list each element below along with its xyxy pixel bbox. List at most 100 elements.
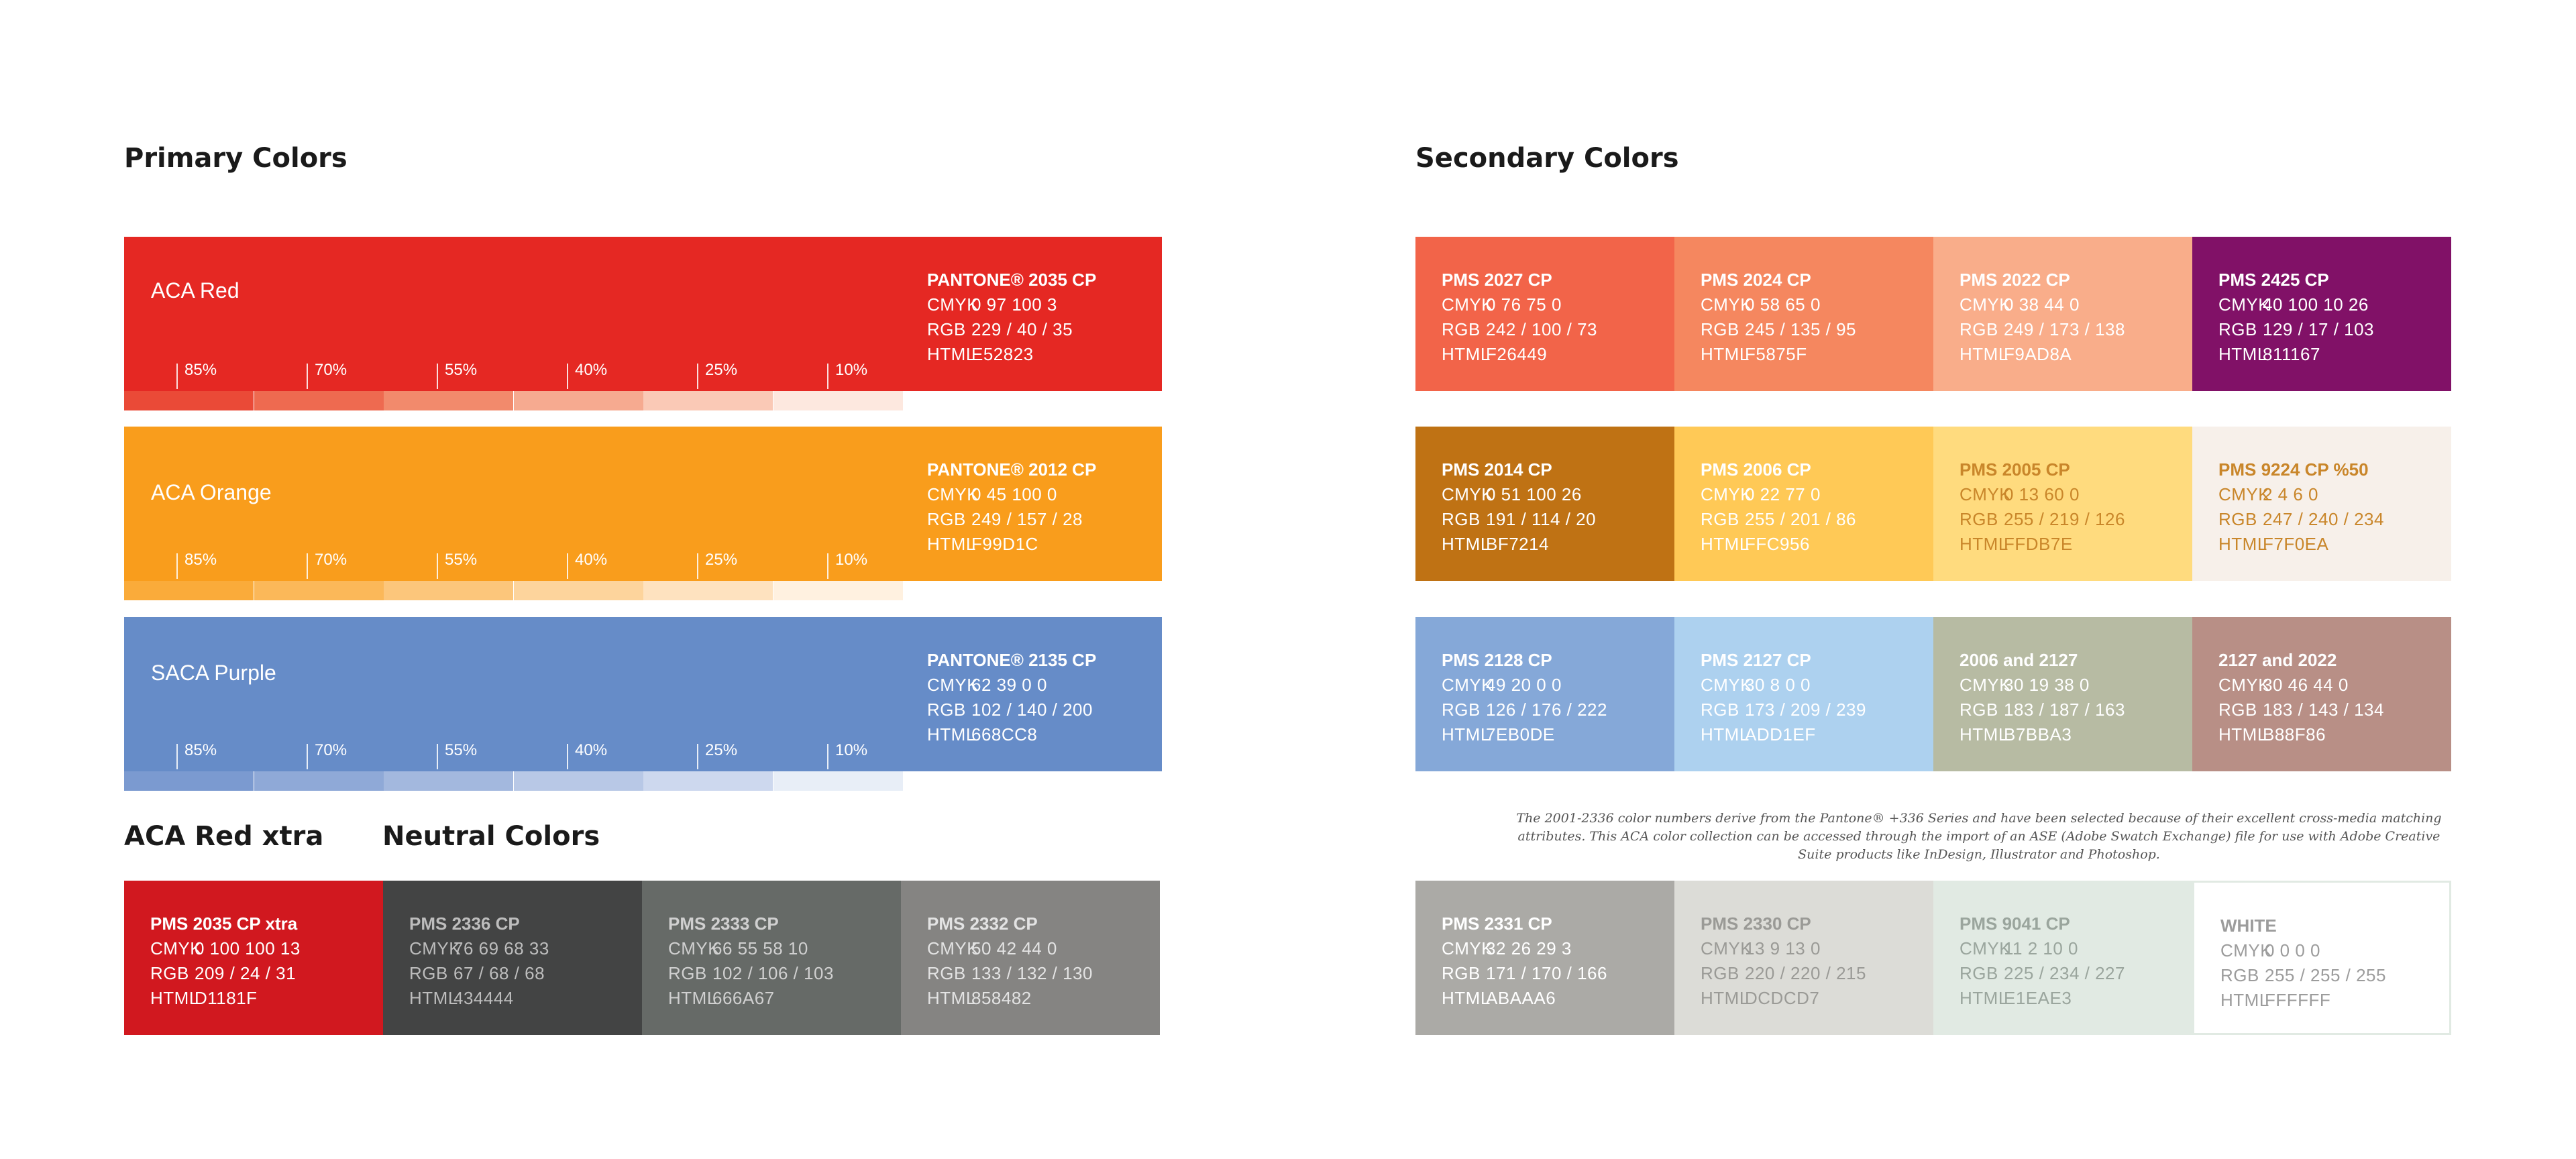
color-note: The 2001-2336 color numbers derive from … bbox=[1516, 811, 2442, 862]
html-label: HTML bbox=[927, 534, 976, 554]
cmyk-value: 0 76 75 0 bbox=[1486, 294, 1562, 315]
tint-label: 85% bbox=[176, 361, 306, 391]
color-title: PMS 9224 CP %50 bbox=[2218, 459, 2369, 480]
tint-percent: 10% bbox=[835, 741, 868, 759]
color-html-row: HTML668CC8 bbox=[927, 722, 1096, 747]
color-spec: PANTONE® 2035 CP CMYK0 97 100 3 RGB 229 / 4… bbox=[927, 268, 1096, 367]
html-value: D1181F bbox=[195, 988, 258, 1008]
rgb-value: 255 / 219 / 126 bbox=[2004, 509, 2125, 529]
primary-color-spec: PANTONE® 2135 CP CMYK62 39 0 0 RGB 102 / 14… bbox=[927, 648, 1096, 747]
color-title: PMS 2333 CP bbox=[668, 914, 779, 934]
tint-percent: 70% bbox=[315, 741, 347, 759]
rgb-label: RGB bbox=[1701, 963, 1739, 983]
color-html-row: HTMLF5875F bbox=[1701, 342, 1856, 367]
tint-swatch bbox=[773, 771, 903, 791]
color-html-row: HTMLB88F86 bbox=[2218, 722, 2384, 747]
tint-percent: 70% bbox=[315, 551, 347, 569]
color-html-row: HTMLABAAA6 bbox=[1442, 986, 1607, 1011]
color-html-row: HTMLD1181F bbox=[150, 986, 301, 1011]
tint-tick bbox=[697, 744, 698, 769]
tint-label: 10% bbox=[827, 551, 957, 581]
color-rgb-row: RGB 249 / 157 / 28 bbox=[927, 507, 1096, 532]
tint-tick bbox=[437, 744, 438, 769]
color-cmyk-row: CMYK30 46 44 0 bbox=[2218, 673, 2384, 698]
cmyk-value: 32 26 29 3 bbox=[1486, 938, 1572, 958]
html-value: 7EB0DE bbox=[1486, 724, 1555, 744]
color-title: 2006 and 2127 bbox=[1960, 650, 2078, 670]
secondary-colors-heading: Secondary Colors bbox=[1415, 143, 1679, 174]
rgb-label: RGB bbox=[409, 963, 448, 983]
rgb-label: RGB bbox=[1960, 319, 1998, 339]
html-label: HTML bbox=[927, 724, 976, 744]
rgb-value: 133 / 132 / 130 bbox=[971, 963, 1093, 983]
color-cmyk-row: CMYK66 55 58 10 bbox=[668, 936, 834, 961]
color-html-row: HTML434444 bbox=[409, 986, 549, 1011]
rgb-label: RGB bbox=[1701, 700, 1739, 720]
primary-color-bar: SACA Purple PANTONE® 2135 CP CMYK62 39 0 0… bbox=[124, 617, 1162, 771]
rgb-label: RGB bbox=[2218, 700, 2257, 720]
html-value: FFFFFF bbox=[2265, 990, 2331, 1010]
color-html-row: HTML858482 bbox=[927, 986, 1093, 1011]
rgb-label: RGB bbox=[1960, 700, 1998, 720]
html-value: 668CC8 bbox=[971, 724, 1038, 744]
tint-tick bbox=[176, 553, 178, 579]
rgb-label: RGB bbox=[668, 963, 707, 983]
rgb-value: 255 / 201 / 86 bbox=[1745, 509, 1857, 529]
cmyk-label: CMYK bbox=[1442, 675, 1494, 695]
html-label: HTML bbox=[1701, 724, 1750, 744]
rgb-value: 173 / 209 / 239 bbox=[1745, 700, 1866, 720]
primary-color-name: SACA Purple bbox=[151, 661, 276, 685]
color-title: PMS 2128 CP bbox=[1442, 650, 1552, 670]
neutral-color-swatch: PMS 2035 CP xtra CMYK0 100 100 13 RGB 209 /… bbox=[124, 881, 383, 1035]
tint-label: 10% bbox=[827, 361, 957, 391]
secondary-color-swatch: PMS 2330 CP CMYK13 9 13 0 RGB 220 / 220 / 2… bbox=[1674, 881, 1933, 1035]
cmyk-label: CMYK bbox=[409, 938, 462, 958]
cmyk-value: 2 4 6 0 bbox=[2263, 484, 2319, 504]
tint-swatch bbox=[254, 581, 384, 600]
rgb-label: RGB bbox=[1960, 963, 1998, 983]
tint-percent: 25% bbox=[705, 741, 738, 759]
color-spec: WHITE CMYK0 0 0 0 RGB 255 / 255 / 255 HTMLFF… bbox=[2220, 914, 2386, 1013]
secondary-color-swatch: WHITE CMYK0 0 0 0 RGB 255 / 255 / 255 HTMLFF… bbox=[2192, 881, 2451, 1035]
rgb-value: 220 / 220 / 215 bbox=[1745, 963, 1866, 983]
color-html-row: HTMLBF7214 bbox=[1442, 532, 1596, 557]
tint-percent: 10% bbox=[835, 361, 868, 379]
tint-swatch bbox=[124, 771, 254, 791]
html-label: HTML bbox=[1960, 988, 2008, 1008]
neutral-color-swatch: PMS 2336 CP CMYK76 69 68 33 RGB 67 / 68 / 6… bbox=[383, 881, 642, 1035]
color-spec: PMS 2006 CP CMYK0 22 77 0 RGB 255 / 201 / 8… bbox=[1701, 457, 1856, 557]
rgb-label: RGB bbox=[1701, 319, 1739, 339]
rgb-label: RGB bbox=[927, 509, 966, 529]
rgb-label: RGB bbox=[1442, 509, 1481, 529]
cmyk-value: 0 13 60 0 bbox=[2004, 484, 2080, 504]
color-rgb-row: RGB 245 / 135 / 95 bbox=[1701, 317, 1856, 342]
html-label: HTML bbox=[1960, 344, 2008, 364]
tint-tick bbox=[307, 364, 308, 389]
cmyk-label: CMYK bbox=[1442, 938, 1494, 958]
color-rgb-row: RGB 242 / 100 / 73 bbox=[1442, 317, 1597, 342]
color-cmyk-row: CMYK0 22 77 0 bbox=[1701, 482, 1856, 507]
cmyk-value: 11 2 10 0 bbox=[2004, 938, 2079, 958]
secondary-color-swatch: 2127 and 2022 CMYK30 46 44 0 RGB 183 / 143 … bbox=[2192, 617, 2451, 771]
rgb-label: RGB bbox=[1701, 509, 1739, 529]
primary-color-bar: ACA Red PANTONE® 2035 CP CMYK0 97 100 3 RGB… bbox=[124, 237, 1162, 391]
cmyk-label: CMYK bbox=[150, 938, 203, 958]
tint-tick bbox=[567, 553, 568, 579]
tint-label: 85% bbox=[176, 741, 306, 771]
color-spec: PMS 2332 CP CMYK50 42 44 0 RGB 133 / 132 / … bbox=[927, 912, 1093, 1011]
tint-label: 40% bbox=[567, 361, 696, 391]
cmyk-label: CMYK bbox=[1960, 938, 2012, 958]
html-value: 858482 bbox=[971, 988, 1032, 1008]
color-html-row: HTML666A67 bbox=[668, 986, 834, 1011]
tint-tick bbox=[697, 553, 698, 579]
color-rgb-row: RGB 102 / 106 / 103 bbox=[668, 961, 834, 986]
rgb-value: 171 / 170 / 166 bbox=[1486, 963, 1607, 983]
color-spec: PANTONE® 2012 CP CMYK0 45 100 0 RGB 249 / 1… bbox=[927, 457, 1096, 557]
color-rgb-row: RGB 191 / 114 / 20 bbox=[1442, 507, 1596, 532]
tint-label: 25% bbox=[697, 741, 826, 771]
cmyk-label: CMYK bbox=[2218, 484, 2271, 504]
cmyk-label: CMYK bbox=[1701, 294, 1753, 315]
tint-swatch bbox=[384, 391, 513, 410]
tint-swatch bbox=[254, 771, 384, 791]
cmyk-value: 0 45 100 0 bbox=[971, 484, 1057, 504]
